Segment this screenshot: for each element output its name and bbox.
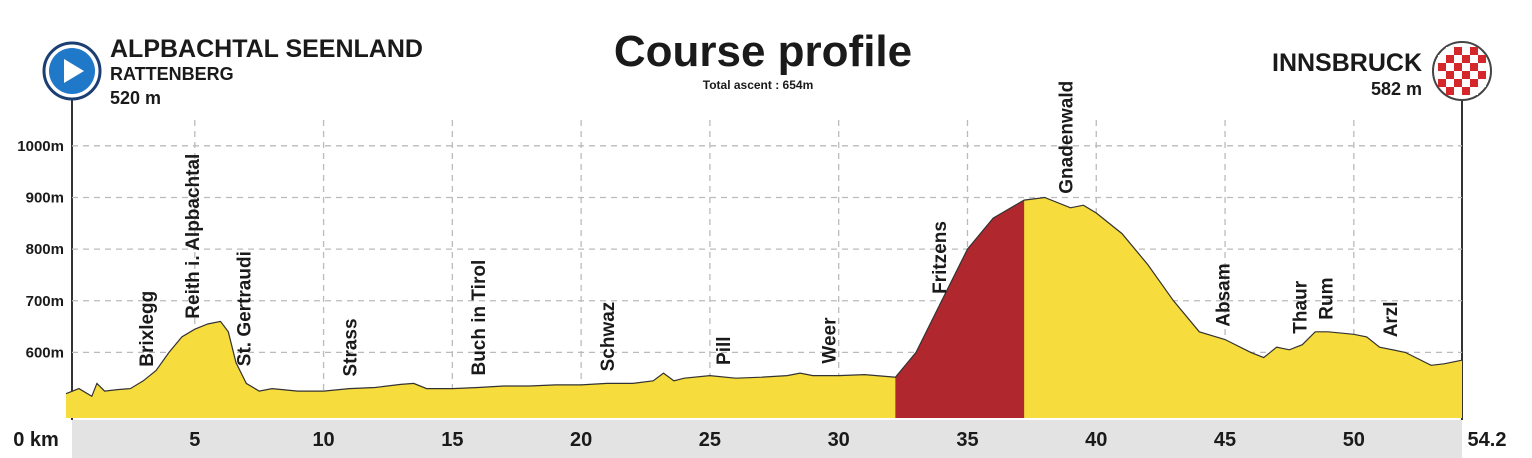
- chart-title: Course profile: [614, 27, 912, 76]
- start-elevation: 520 m: [110, 88, 161, 108]
- x-tick-label: 25: [699, 429, 721, 451]
- x-tick-label: 30: [828, 429, 850, 451]
- place-label: Buch in Tirol: [469, 260, 490, 376]
- plot: 600m 700m 800m 900m 1000m 0 km 5 10 15 20 25 30 35 40…: [13, 81, 1506, 451]
- x-tick-label: 5: [189, 429, 200, 451]
- x-tick-label: 40: [1085, 429, 1107, 451]
- profile-area: [66, 197, 1462, 418]
- place-label: Rum: [1316, 278, 1337, 320]
- place-label: Fritzens: [930, 221, 951, 294]
- y-tick-label: 800m: [26, 241, 64, 258]
- place-label: Gnadenwald: [1056, 81, 1077, 194]
- finish-icon: [1432, 41, 1492, 101]
- finish-name: INNSBRUCK: [1272, 49, 1422, 77]
- place-label: Pill: [714, 336, 735, 365]
- start-icon: [42, 41, 102, 101]
- place-label: Schwaz: [598, 302, 619, 372]
- place-label: Thaur: [1291, 280, 1312, 333]
- place-label: St. Gertraudi: [235, 251, 256, 366]
- axis-strip: [72, 420, 1462, 458]
- finish-elevation: 582 m: [1371, 79, 1422, 99]
- x-tick-label: 15: [441, 429, 463, 451]
- y-tick-label: 700m: [26, 293, 64, 310]
- place-label: Arzl: [1381, 301, 1402, 337]
- x-tick-label: 0 km: [13, 429, 59, 451]
- x-tick-label: 45: [1214, 429, 1236, 451]
- x-tick-label: 35: [956, 429, 978, 451]
- place-label: Weer: [819, 317, 840, 364]
- place-label: Reith i. Alpbachtal: [183, 154, 204, 319]
- place-label: Absam: [1213, 263, 1234, 326]
- y-tick-label: 1000m: [17, 138, 64, 155]
- y-tick-label: 900m: [26, 189, 64, 206]
- profile-line: [65, 196, 1463, 398]
- climb-segment: [895, 197, 1025, 418]
- y-tick-label: 600m: [26, 344, 64, 361]
- place-label: Strass: [340, 318, 361, 376]
- place-label: Brixlegg: [137, 291, 158, 367]
- start-town: RATTENBERG: [110, 64, 234, 84]
- chart-subtitle: Total ascent : 654m: [703, 78, 813, 92]
- x-tick-label: 50: [1343, 429, 1365, 451]
- x-tick-label: 20: [570, 429, 592, 451]
- start-name: ALPBACHTAL SEENLAND: [110, 35, 423, 63]
- x-tick-label: 54.2: [1468, 429, 1507, 451]
- x-tick-label: 10: [312, 429, 334, 451]
